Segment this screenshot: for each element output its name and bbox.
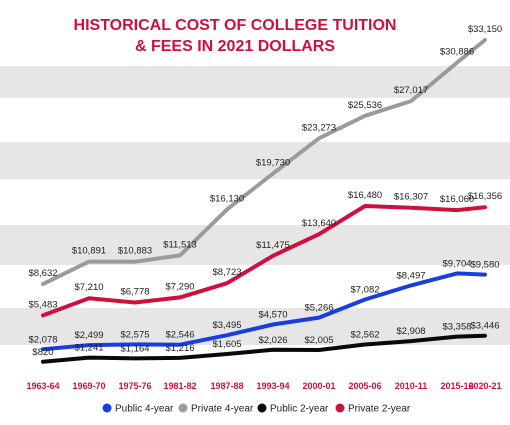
data-label: $3,446 xyxy=(470,321,499,332)
data-label: $2,499 xyxy=(74,330,103,341)
data-label: $30,886 xyxy=(440,47,474,58)
data-label: $10,891 xyxy=(72,246,106,257)
legend-label: Private 4-year xyxy=(191,404,254,415)
x-tick-label: 1969-70 xyxy=(72,381,105,391)
background-band xyxy=(0,142,510,179)
data-label: $1,605 xyxy=(212,339,241,350)
data-label: $16,060 xyxy=(440,194,474,205)
x-tick-label: 2015-16 xyxy=(440,381,473,391)
x-tick-label: 2000-01 xyxy=(302,381,335,391)
data-label: $6,778 xyxy=(120,287,149,298)
data-label: $13,640 xyxy=(302,218,336,229)
x-tick-label: 1987-88 xyxy=(210,381,243,391)
data-label: $5,266 xyxy=(304,303,333,314)
data-label: $8,632 xyxy=(28,268,57,279)
legend-label: Private 2-year xyxy=(348,404,411,415)
series-line-private-4-year xyxy=(41,38,487,287)
data-label: $5,483 xyxy=(28,299,57,310)
data-label: $2,562 xyxy=(350,330,379,341)
legend-marker xyxy=(335,403,345,413)
data-label: $1,164 xyxy=(120,343,149,354)
data-label: $8,497 xyxy=(396,270,425,281)
data-label: $1,216 xyxy=(165,343,194,354)
data-label: $16,307 xyxy=(394,192,428,203)
chart-title-line-2: & FEES IN 2021 DOLLARS xyxy=(135,38,335,55)
background-band xyxy=(0,225,510,265)
data-label: $16,130 xyxy=(210,193,244,204)
data-label: $16,480 xyxy=(348,190,382,201)
x-tick-label: 1993-94 xyxy=(256,381,289,391)
data-label: $3,495 xyxy=(212,320,241,331)
data-label: $4,570 xyxy=(258,310,287,321)
data-label: $11,513 xyxy=(163,239,197,250)
data-label: $33,150 xyxy=(468,24,502,35)
legend-marker xyxy=(178,403,188,413)
data-label: $10,883 xyxy=(118,246,152,257)
data-label: $27,017 xyxy=(394,85,428,96)
data-label: $8,723 xyxy=(212,267,241,278)
legend-marker xyxy=(102,403,112,413)
data-label: $9,704 xyxy=(442,258,471,269)
data-label: $3,358 xyxy=(442,322,471,333)
data-label: $2,078 xyxy=(28,334,57,345)
series-line-public-2-year xyxy=(41,333,487,364)
background-bands xyxy=(0,66,510,345)
data-label: $2,908 xyxy=(396,326,425,337)
x-tick-label: 2010-11 xyxy=(395,381,428,391)
data-labels: $2,078 $2,499 $2,575 $2,546 $3,495 $4,570 $5,2… xyxy=(28,24,502,358)
data-label: $7,290 xyxy=(165,281,194,292)
data-label: $11,475 xyxy=(256,240,290,251)
legend: Public 4-year Private 4-year Public 2-year… xyxy=(102,403,411,415)
data-label: $2,575 xyxy=(120,329,149,340)
data-label: $25,536 xyxy=(348,100,382,111)
x-axis-ticks: 1963-64 1969-70 1975-76 1981-82 1987-88 1993-… xyxy=(26,381,501,391)
legend-label: Public 2-year xyxy=(270,404,329,415)
data-label: $19,730 xyxy=(256,158,290,169)
series-line-public-4-year xyxy=(41,271,487,352)
data-label: $9,580 xyxy=(470,260,499,271)
background-band xyxy=(0,66,510,98)
series-line-private-2-year xyxy=(41,204,487,318)
data-label: $1,241 xyxy=(74,343,103,354)
data-label: $2,005 xyxy=(304,335,333,346)
data-label: $7,082 xyxy=(350,285,379,296)
legend-label: Public 4-year xyxy=(115,404,174,415)
data-label: $820 xyxy=(32,347,53,358)
series-lines xyxy=(41,38,487,364)
data-label: $23,273 xyxy=(302,122,336,133)
data-label: $2,026 xyxy=(258,335,287,346)
x-tick-label: 1963-64 xyxy=(26,381,59,391)
data-label: $16,356 xyxy=(468,191,502,202)
data-label: $2,546 xyxy=(165,330,194,341)
x-tick-label: 1975-76 xyxy=(118,381,151,391)
x-tick-label: 2020-21 xyxy=(468,381,501,391)
x-tick-label: 1981-82 xyxy=(163,381,196,391)
chart-title-line-1: HISTORICAL COST OF COLLEGE TUITION xyxy=(74,17,397,34)
legend-marker xyxy=(257,403,267,413)
data-label: $7,210 xyxy=(74,282,103,293)
x-tick-label: 2005-06 xyxy=(348,381,381,391)
